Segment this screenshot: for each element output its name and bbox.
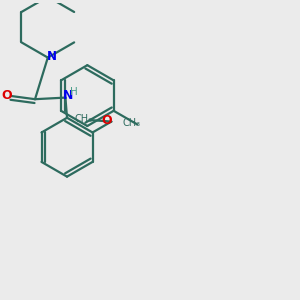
Text: O: O [1, 88, 12, 101]
Text: N: N [47, 50, 57, 63]
Text: O: O [101, 115, 112, 128]
Text: H: H [70, 87, 78, 97]
Text: N: N [63, 89, 73, 103]
Text: CH₃: CH₃ [122, 118, 140, 128]
Text: CH₃: CH₃ [74, 114, 92, 124]
